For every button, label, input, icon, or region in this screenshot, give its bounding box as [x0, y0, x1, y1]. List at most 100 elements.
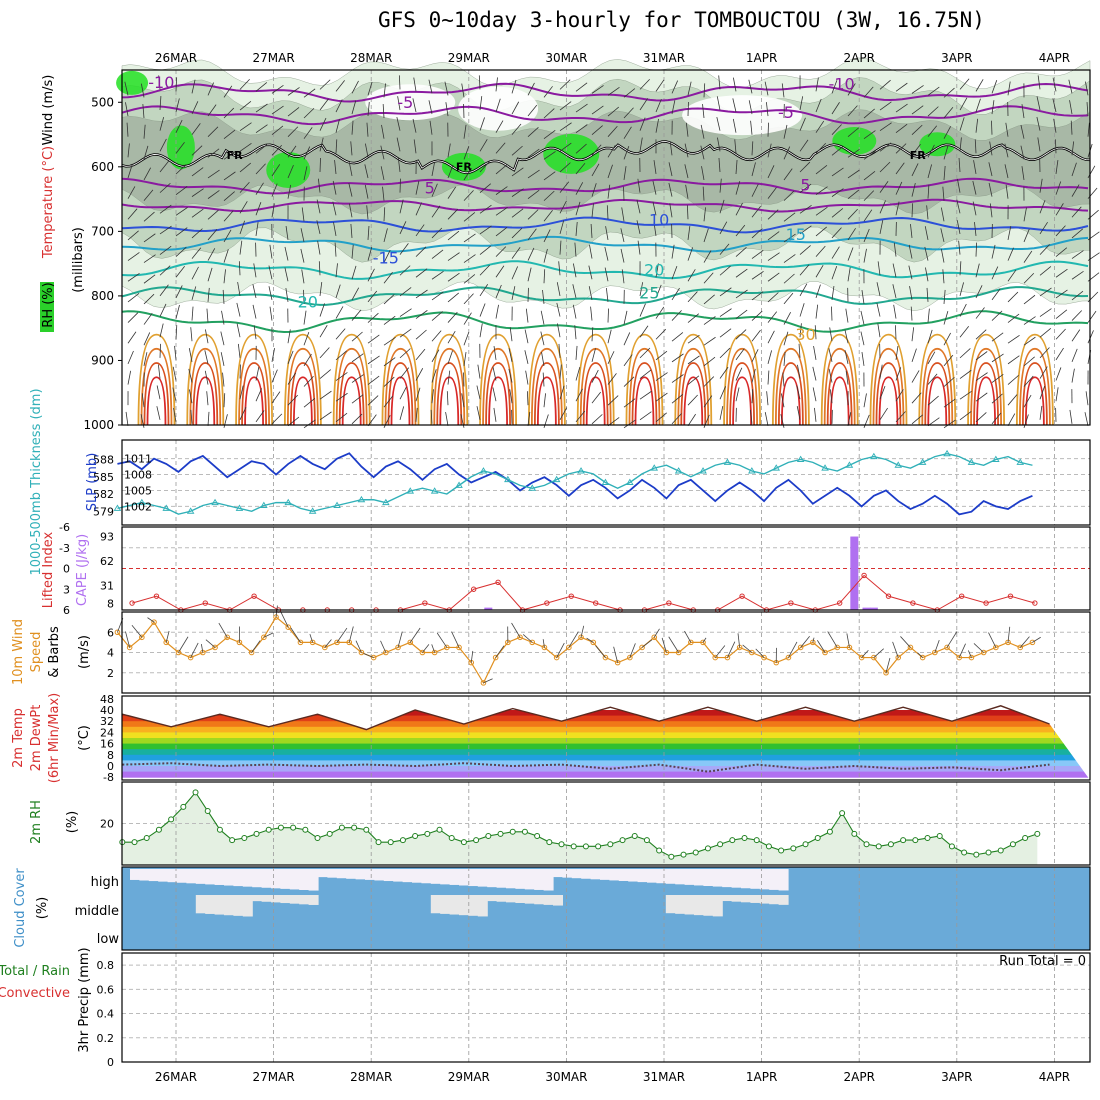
wind-barb [863, 248, 867, 263]
warm-contour [726, 347, 758, 426]
wind-barb [604, 267, 609, 282]
wind-barb [431, 183, 438, 197]
cloud-high-gap [534, 869, 545, 890]
wind-barb [236, 302, 241, 317]
wind-barb [540, 331, 545, 346]
warm-contour [137, 333, 176, 426]
wind-barb [943, 106, 954, 119]
wind-barb [543, 151, 556, 160]
wind-barb [700, 124, 705, 139]
wind-barb [989, 141, 993, 156]
wind-barb [479, 183, 492, 193]
wind-barb [191, 208, 204, 218]
wind-barb [483, 678, 493, 684]
wind-barb [412, 118, 417, 133]
wind-barb [607, 308, 609, 323]
wind-barb [275, 605, 278, 618]
date-label-bottom: 26MAR [155, 1070, 197, 1084]
wind-barb [767, 165, 775, 179]
wind-barb [991, 393, 1003, 404]
cloud-high-gap [130, 869, 140, 880]
wind-barb [522, 634, 533, 643]
wind-speed-marker [1029, 639, 1036, 646]
cloud-mid-gap [769, 895, 780, 905]
wind-tick-label: 4 [107, 647, 114, 660]
wind-barb [988, 632, 997, 648]
wind-barb [1039, 327, 1052, 338]
wind-barb [366, 205, 369, 220]
wind-barb [271, 105, 284, 115]
panel-frame-thick [121, 439, 1091, 526]
wind-barb [205, 329, 209, 344]
wind-barb [591, 163, 600, 177]
cloud-high-gap [759, 869, 770, 890]
wind-barb [623, 419, 636, 429]
rh-marker [887, 841, 894, 848]
cloud-high-gap [336, 869, 347, 879]
wind-barb [143, 254, 156, 263]
slp-tick-label: 1005 [124, 484, 152, 497]
precip-total-title: Total / Rain [0, 964, 70, 979]
wind-barb [351, 394, 364, 404]
rh-marker [326, 830, 333, 837]
wind-barb [1069, 409, 1073, 424]
wind-barb [309, 633, 314, 643]
wind-barb [863, 130, 876, 139]
wind-barb [655, 263, 659, 278]
cloud-high-gap [233, 869, 244, 887]
wind-barb [495, 142, 506, 154]
wind-barb [1037, 137, 1041, 152]
wind-barb [559, 364, 562, 379]
cloud-mid-gap [233, 895, 244, 916]
warm-contour [195, 376, 216, 426]
wind-barb [671, 374, 684, 383]
wind-barb [223, 269, 226, 284]
wind-barb [655, 372, 668, 381]
wind-barb [703, 336, 716, 346]
wind-barb [525, 308, 529, 323]
warm-contour [283, 333, 322, 426]
wind-barb [716, 116, 721, 131]
rh-marker [180, 803, 187, 810]
cloud-mid-gap [665, 895, 676, 914]
rh-marker [717, 841, 724, 848]
wind-barb [188, 348, 193, 362]
wind-barb [1005, 184, 1009, 199]
thickness-marker [357, 495, 366, 503]
wind-barb [717, 137, 721, 152]
wind-barb [223, 171, 236, 181]
wind-barb [1070, 120, 1073, 135]
wind-barb [751, 162, 756, 177]
wind-barb [719, 308, 732, 317]
wind-barb [252, 284, 257, 298]
wind-barb [431, 270, 444, 280]
wind-barb [239, 122, 252, 132]
wind-barb [847, 83, 856, 96]
wind-barb [334, 242, 337, 257]
wind-barb [797, 364, 801, 379]
rh-marker [558, 841, 565, 848]
wind-barb [271, 84, 284, 94]
wind-barb [671, 353, 684, 363]
wind-speed-marker [627, 654, 633, 661]
wind-barb [719, 265, 731, 276]
wind-barb [559, 407, 568, 421]
wind-barb [511, 167, 524, 177]
wind-barb [319, 303, 325, 317]
wind-barb [895, 345, 899, 360]
wind-barb [447, 143, 451, 158]
rh-fill-green [441, 152, 486, 181]
wind-barb [431, 311, 443, 321]
wind-barb [559, 162, 571, 173]
wind-barb [543, 229, 551, 243]
wind-barb [1055, 387, 1059, 402]
wind-barb [815, 245, 826, 257]
cloud-high-gap [618, 869, 629, 881]
warm-contour [1024, 376, 1045, 426]
wind-barb [767, 143, 772, 158]
wind-barb [575, 345, 578, 360]
wind-barb [940, 207, 945, 222]
wind-barb [847, 208, 858, 220]
wind-barb [783, 273, 795, 284]
wind-barb [175, 98, 180, 113]
